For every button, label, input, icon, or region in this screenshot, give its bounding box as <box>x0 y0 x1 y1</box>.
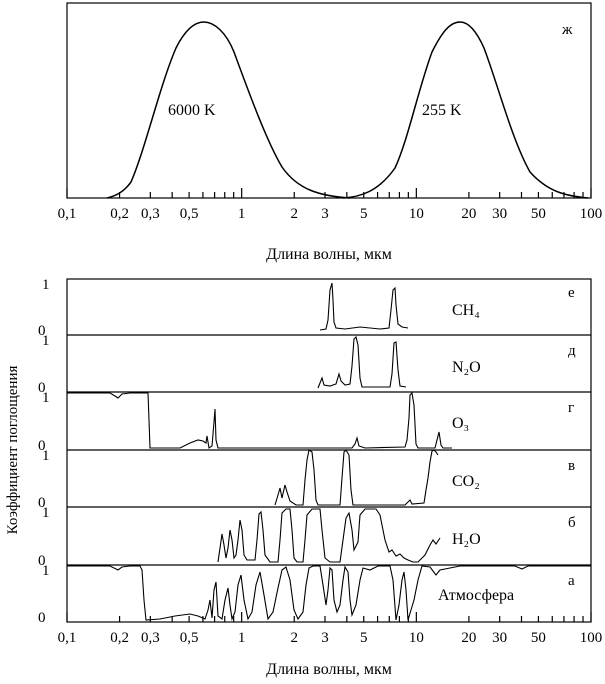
gas-label: CH₄ <box>452 302 480 319</box>
x-tick-label: 20 <box>461 206 476 222</box>
x-tick-label: 50 <box>531 206 546 222</box>
curve-255k <box>342 21 589 199</box>
curve-6000k <box>106 21 351 199</box>
panel-letter: е <box>568 285 575 301</box>
x-tick-label: 3 <box>321 206 329 222</box>
absorption-o3 <box>67 391 452 449</box>
x-tick-label: 0,1 <box>58 630 77 646</box>
absorption-co2 <box>274 449 439 506</box>
x-tick-label: 0,1 <box>58 206 77 222</box>
y-tick-label-0: 0 <box>38 495 46 511</box>
y-tick-label-1: 1 <box>42 448 50 464</box>
absorption-atmosphere <box>67 565 591 622</box>
y-tick-label-0: 0 <box>38 323 46 339</box>
bottom-x-ticks <box>66 612 592 622</box>
x-tick-label: 0,2 <box>110 630 129 646</box>
absorption-n2o <box>317 335 407 389</box>
x-tick-label: 1 <box>238 630 246 646</box>
bottom-x-axis-title: Длина волны, мкм <box>266 661 392 678</box>
absorption-ch4 <box>319 282 409 331</box>
top-plot-frame <box>66 2 592 199</box>
panel-letter: в <box>568 458 575 474</box>
panel-label-zh: ж <box>561 22 573 38</box>
y-tick-label-1: 1 <box>42 390 50 406</box>
x-tick-label: 20 <box>461 630 476 646</box>
top-x-axis-title: Длина волны, мкм <box>266 246 392 263</box>
x-tick-label: 2 <box>290 206 298 222</box>
y-axis-title: Коэффициент поглощения <box>5 366 21 535</box>
x-tick-label: 1 <box>238 206 246 222</box>
top-x-tick-labels: 0,1 0,2 0,3 0,5 1 2 3 5 10 20 30 50 100 <box>58 206 603 222</box>
x-tick-label: 10 <box>409 630 424 646</box>
label-6000k: 6000 K <box>168 102 216 119</box>
y-tick-label-1: 1 <box>42 505 50 521</box>
y-tick-label-1: 1 <box>42 277 50 293</box>
gas-label: Атмосфера <box>438 587 514 604</box>
x-tick-label: 0,3 <box>141 630 160 646</box>
gas-label: CO₂ <box>452 473 480 490</box>
top-chart: 0,1 0,2 0,3 0,5 1 2 3 5 10 20 30 50 100 6000 K 255 K… <box>58 2 603 263</box>
panel-letter: а <box>568 573 575 589</box>
y-tick-label-0: 0 <box>38 610 46 626</box>
gas-label: O₃ <box>452 415 469 432</box>
bottom-x-tick-labels: 0,1 0,2 0,3 0,5 1 2 3 5 10 20 30 50 100 <box>58 630 603 646</box>
x-tick-label: 5 <box>360 206 368 222</box>
x-tick-label: 5 <box>360 630 368 646</box>
x-tick-label: 0,2 <box>110 206 129 222</box>
x-tick-label: 3 <box>321 630 329 646</box>
x-tick-label: 30 <box>492 630 507 646</box>
panel-letter: д <box>568 343 576 359</box>
x-tick-label: 0,5 <box>180 630 199 646</box>
panel-letters: е д г в б а <box>568 285 576 589</box>
x-tick-label: 100 <box>580 630 603 646</box>
x-tick-label: 0,3 <box>141 206 160 222</box>
x-tick-label: 2 <box>290 630 298 646</box>
x-tick-label: 0,5 <box>180 206 199 222</box>
gas-label: N₂O <box>452 359 481 376</box>
panel-letter: г <box>568 400 574 416</box>
panel-letter: б <box>568 515 576 531</box>
y-tick-label-0: 0 <box>38 438 46 454</box>
y-tick-label-1: 1 <box>42 563 50 579</box>
y-tick-label-1: 1 <box>42 333 50 349</box>
label-255k: 255 K <box>422 102 462 119</box>
y-tick-label-0: 0 <box>38 553 46 569</box>
x-tick-label: 10 <box>409 206 424 222</box>
x-tick-label: 100 <box>580 206 603 222</box>
y-tick-label-0: 0 <box>38 380 46 396</box>
absorption-h2o <box>217 508 441 563</box>
top-x-ticks <box>66 188 592 198</box>
x-tick-label: 30 <box>492 206 507 222</box>
x-tick-label: 50 <box>531 630 546 646</box>
gas-label: H₂O <box>452 531 481 548</box>
gas-labels: CH₄ N₂O O₃ CO₂ H₂O Атмосфера <box>438 302 514 604</box>
